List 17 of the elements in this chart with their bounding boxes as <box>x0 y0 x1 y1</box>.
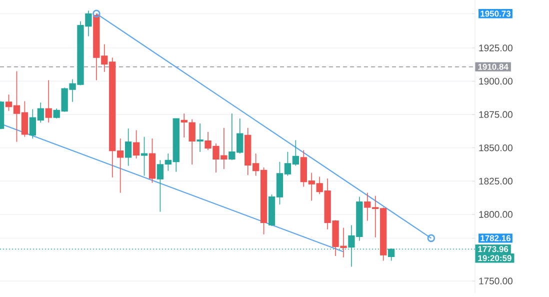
y-tick-label: 1782.16 <box>480 235 511 242</box>
candlestick <box>45 80 52 123</box>
candlestick <box>132 130 140 159</box>
candlestick <box>196 123 204 152</box>
candlestick <box>140 136 148 176</box>
y-tick-label: 1875.00 <box>479 111 512 118</box>
y-tick-label: 1800.00 <box>479 211 512 218</box>
y-tick-label: 1925.00 <box>479 44 512 52</box>
y-tick-label: 1850.00 <box>479 144 512 152</box>
candlestick <box>124 128 132 166</box>
y-tick-label: 1950.73 <box>480 10 511 17</box>
y-tick-label: 1750.00 <box>479 278 512 284</box>
text: 19:20:59 <box>478 255 512 262</box>
ref-line-label: 1910.84 <box>478 64 508 70</box>
y-tick-label: 1825.00 <box>479 178 512 184</box>
y-tick-label: 1900.00 <box>479 78 512 85</box>
ref-line-label: 1773.96 <box>478 246 508 252</box>
